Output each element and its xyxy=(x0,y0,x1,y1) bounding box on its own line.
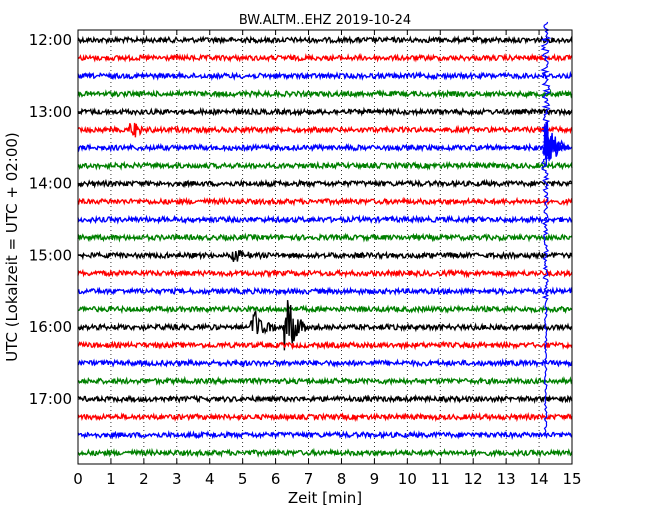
event-burst xyxy=(545,128,571,167)
x-tick-label: 9 xyxy=(370,470,380,488)
trace-1445 xyxy=(77,232,573,243)
trace-1715 xyxy=(77,411,573,423)
trace-1200 xyxy=(77,34,573,46)
trace-1530 xyxy=(77,286,573,297)
plot-area: 0 1 2 3 4 5 6 7 8 9 10 11 12 13 14 1512:0013:0014:0015:… xyxy=(29,21,582,488)
trace-1630 xyxy=(77,358,573,369)
y-tick-label: 13:00 xyxy=(29,103,72,121)
trace-1330 xyxy=(77,121,573,160)
plot-frame xyxy=(77,29,573,465)
x-tick-label: 13 xyxy=(497,470,516,488)
trace-1345 xyxy=(77,160,573,171)
event-column xyxy=(540,21,552,437)
y-tick-label: 17:00 xyxy=(29,390,72,408)
x-tick-label: 6 xyxy=(271,470,281,488)
x-tick-label: 1 xyxy=(106,470,116,488)
x-tick-label: 2 xyxy=(139,470,149,488)
trace-1415 xyxy=(77,196,573,207)
trace-1400 xyxy=(77,178,573,189)
y-tick-label: 14:00 xyxy=(29,175,72,193)
trace-1215 xyxy=(77,52,573,63)
chart-title: BW.ALTM..EHZ 2019-10-24 xyxy=(239,13,411,28)
trace-1515 xyxy=(77,268,573,279)
trace-1700 xyxy=(77,393,573,404)
trace-1300 xyxy=(77,106,573,118)
trace-1645 xyxy=(77,375,573,387)
trace-1245 xyxy=(77,88,573,99)
trace-1745 xyxy=(77,447,573,458)
x-tick-label: 7 xyxy=(304,470,314,488)
x-tick-label: 5 xyxy=(238,470,248,488)
x-axis-label: Zeit [min] xyxy=(288,489,362,507)
trace-1500 xyxy=(77,249,573,262)
x-tick-label: 11 xyxy=(431,470,450,488)
x-tick-label: 3 xyxy=(172,470,182,488)
x-tick-label: 12 xyxy=(464,470,483,488)
trace-1600 xyxy=(77,300,573,351)
x-tick-label: 15 xyxy=(562,470,581,488)
y-tick-label: 16:00 xyxy=(29,318,72,336)
x-tick-label: 10 xyxy=(398,470,417,488)
x-tick-label: 4 xyxy=(205,470,215,488)
y-axis-label: UTC (Lokalzeit = UTC + 02:00) xyxy=(3,132,21,362)
trace-1730 xyxy=(77,430,573,441)
x-tick-label: 14 xyxy=(530,470,549,488)
y-tick-label: 12:00 xyxy=(29,31,72,49)
y-tick-label: 15:00 xyxy=(29,246,72,264)
trace-1230 xyxy=(77,70,573,81)
trace-1430 xyxy=(77,214,573,225)
x-tick-label: 0 xyxy=(73,470,83,488)
x-tick-label: 8 xyxy=(337,470,347,488)
trace-1545 xyxy=(77,304,573,315)
trace-1315 xyxy=(77,122,573,138)
trace-1615 xyxy=(77,340,573,351)
